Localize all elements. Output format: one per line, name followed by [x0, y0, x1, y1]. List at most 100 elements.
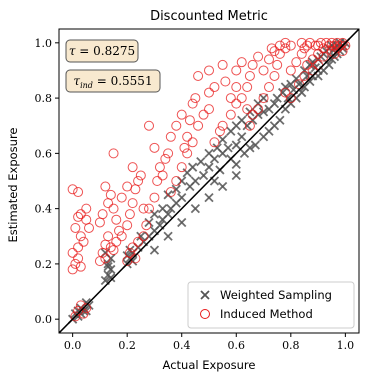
y-tick-label: 0.2 — [35, 258, 53, 271]
induced-method-point — [187, 98, 198, 109]
weighted-sampling-point — [204, 192, 214, 203]
induced-method-point — [258, 93, 269, 104]
legend-label-weighted-sampling: Weighted Sampling — [220, 288, 332, 302]
induced-method-point — [157, 170, 168, 181]
induced-method-point — [75, 261, 86, 272]
induced-method-point — [307, 54, 318, 65]
induced-method-point — [272, 59, 283, 70]
weighted-sampling-point — [231, 140, 241, 150]
weighted-sampling-point — [187, 162, 198, 172]
induced-method-point — [75, 231, 86, 242]
induced-method-point — [315, 37, 326, 48]
induced-method-point — [97, 209, 108, 220]
induced-method-point — [209, 82, 220, 93]
induced-method-point — [182, 131, 193, 142]
induced-method-point — [193, 120, 204, 131]
induced-method-point — [214, 126, 225, 137]
induced-method-point — [231, 98, 242, 109]
induced-method-point — [130, 253, 141, 264]
weighted-sampling-point — [305, 76, 315, 87]
induced-method-point — [266, 43, 277, 54]
induced-method-point — [198, 109, 209, 120]
induced-method-point — [103, 198, 114, 209]
induced-method-point — [70, 258, 81, 269]
induced-method-point — [165, 187, 176, 198]
induced-method-point — [187, 137, 198, 148]
induced-method-point — [124, 209, 135, 220]
x-tick-label: 1.0 — [337, 339, 355, 352]
weighted-sampling-point — [177, 176, 187, 186]
induced-method-point — [73, 211, 84, 222]
weighted-sampling-point — [231, 159, 241, 170]
weighted-sampling-point — [223, 143, 233, 153]
weighted-sampling-point — [337, 43, 348, 53]
tau-ind-annotation: τind = 0.5551 — [65, 69, 161, 93]
induced-method-point — [264, 82, 274, 93]
weighted-sampling-point — [106, 273, 116, 283]
weighted-sampling-point — [177, 217, 187, 228]
induced-method-point — [73, 187, 84, 198]
legend-marker-induced-method — [200, 309, 210, 319]
induced-method-point — [225, 93, 236, 104]
weighted-sampling-point — [217, 134, 228, 145]
induced-method-point — [70, 222, 81, 233]
induced-method-point — [124, 247, 135, 258]
induced-method-point — [253, 51, 264, 62]
induced-method-point — [176, 109, 187, 120]
induced-method-point — [321, 37, 332, 48]
induced-method-point — [285, 93, 296, 104]
induced-method-point — [244, 70, 255, 81]
induced-method-point — [81, 203, 92, 214]
x-tick-label: 0.6 — [228, 339, 246, 352]
weighted-sampling-point — [144, 217, 154, 228]
induced-method-point — [310, 40, 321, 51]
induced-method-point — [326, 37, 337, 48]
induced-method-point — [100, 253, 111, 264]
induced-method-point — [236, 93, 247, 104]
induced-method-point — [171, 120, 182, 131]
induced-method-point — [138, 203, 149, 214]
induced-method-point — [171, 176, 182, 186]
induced-method-point — [209, 137, 220, 148]
induced-method-point — [75, 209, 86, 220]
induced-method-point — [133, 176, 144, 186]
weighted-sampling-point — [250, 140, 261, 150]
y-tick-label: 0.6 — [35, 147, 53, 160]
weighted-sampling-point — [127, 256, 138, 266]
weighted-sampling-point — [149, 209, 160, 219]
induced-method-point — [231, 82, 242, 93]
induced-method-point — [274, 48, 285, 59]
induced-method-point — [141, 220, 152, 231]
induced-method-point — [176, 162, 187, 173]
induced-method-point — [127, 242, 138, 253]
induced-method-point — [217, 59, 228, 70]
induced-method-point — [78, 236, 89, 247]
induced-method-point — [144, 120, 154, 131]
induced-method-point — [285, 65, 296, 76]
induced-method-point — [299, 43, 310, 54]
induced-method-point — [149, 192, 160, 203]
induced-method-point — [253, 104, 264, 115]
induced-method-point — [291, 57, 302, 68]
induced-method-point — [84, 222, 94, 233]
induced-method-point — [193, 70, 204, 81]
weighted-sampling-point — [103, 262, 113, 272]
annotation-group: τ = 0.8275 τind = 0.5551 — [65, 39, 161, 93]
induced-method-point — [127, 198, 138, 209]
y-axis-label: Estimated Exposure — [6, 128, 20, 243]
induced-method-point — [220, 76, 231, 87]
weighted-sampling-point — [280, 82, 291, 92]
induced-method-point — [130, 184, 141, 195]
induced-method-point — [299, 70, 310, 81]
induced-method-point — [105, 242, 116, 253]
induced-method-point — [94, 256, 105, 267]
induced-method-point — [204, 65, 214, 76]
weighted-sampling-point — [100, 248, 111, 258]
induced-method-point — [133, 236, 144, 247]
induced-method-point — [329, 48, 340, 59]
induced-method-point — [114, 225, 124, 236]
weighted-sampling-point — [245, 107, 255, 117]
induced-method-point — [160, 153, 171, 164]
induced-method-point — [152, 176, 163, 186]
